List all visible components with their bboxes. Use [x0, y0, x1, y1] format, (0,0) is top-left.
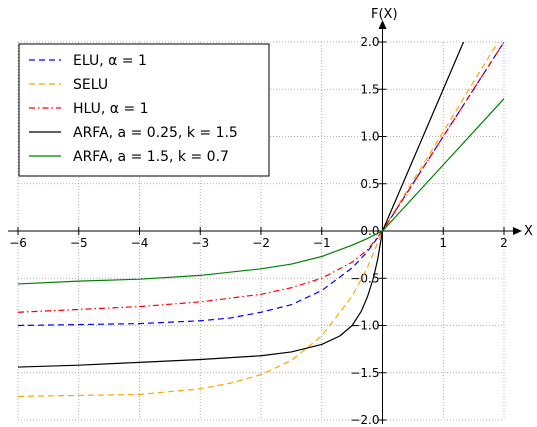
- y-tick-label: −1.5: [350, 366, 379, 380]
- y-axis-arrow: [378, 20, 387, 29]
- axes: −6 −5 −4 −3 −2 −1 1 2−2.0−1.5−1.0−0.50.00.51.01…: [8, 20, 522, 427]
- y-tick-label: 1.5: [360, 82, 379, 96]
- x-tick-label: −3: [191, 236, 209, 250]
- legend-box: [18, 43, 270, 177]
- series-line-4: [18, 98, 504, 285]
- series-lines: [18, 42, 504, 397]
- legend-label: SELU: [73, 77, 108, 93]
- legend-label: ARFA, a = 0.25, k = 1.5: [73, 125, 238, 141]
- y-tick-label: −1.0: [350, 319, 379, 333]
- legend-label: ELU, α = 1: [73, 53, 147, 69]
- series-line-0: [18, 42, 504, 327]
- x-tick-label: −6: [9, 236, 27, 250]
- series-line-3: [18, 42, 465, 368]
- x-tick-label: 2: [500, 236, 508, 250]
- x-axis-arrow: [513, 227, 522, 235]
- x-tick-label: −5: [70, 236, 88, 250]
- legend-label: ARFA, a = 1.5, k = 0.7: [73, 149, 229, 165]
- x-tick-label: 1: [439, 236, 447, 250]
- legend: ELU, α = 1 SELU HLU, α = 1 ARFA, a = 0.25, …: [18, 43, 270, 177]
- y-tick-label: 0.0: [360, 224, 379, 238]
- y-tick-label: 2.0: [360, 35, 379, 49]
- x-tick-label: −4: [131, 236, 149, 250]
- y-tick-label: 1.0: [360, 130, 379, 144]
- x-axis-label: X: [524, 224, 533, 239]
- y-axis-label: F(X): [371, 7, 398, 22]
- legend-label: HLU, α = 1: [73, 101, 149, 117]
- x-tick-label: −1: [313, 236, 331, 250]
- series-line-1: [18, 42, 499, 397]
- y-tick-label: 0.5: [360, 177, 379, 191]
- y-tick-label: −2.0: [350, 413, 379, 427]
- x-tick-label: −2: [252, 236, 270, 250]
- series-line-2: [18, 42, 504, 313]
